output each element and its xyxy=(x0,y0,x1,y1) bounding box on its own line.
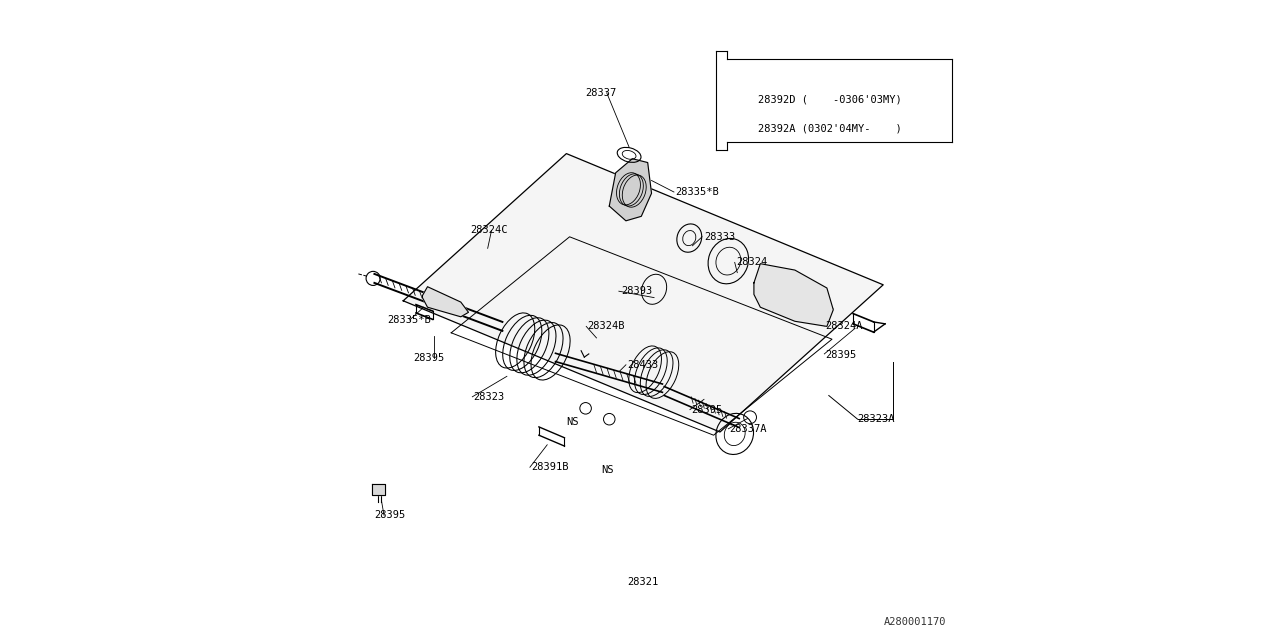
Polygon shape xyxy=(372,484,385,495)
Text: 28392D (    -0306'03MY): 28392D ( -0306'03MY) xyxy=(759,94,902,104)
Text: 28321: 28321 xyxy=(627,577,658,588)
Text: 28323: 28323 xyxy=(474,392,504,402)
Text: 28395: 28395 xyxy=(826,350,856,360)
Text: 28335*B: 28335*B xyxy=(676,187,719,197)
Text: 28335*B: 28335*B xyxy=(387,315,431,325)
Polygon shape xyxy=(422,287,468,317)
Text: 28391B: 28391B xyxy=(531,462,568,472)
Text: 28393: 28393 xyxy=(621,286,652,296)
Text: 28395: 28395 xyxy=(374,510,406,520)
Text: NS: NS xyxy=(602,465,614,476)
Text: 28433: 28433 xyxy=(627,360,658,370)
Text: 28395: 28395 xyxy=(691,404,722,415)
Text: NS: NS xyxy=(566,417,579,428)
Polygon shape xyxy=(609,159,652,221)
Text: 28392A (0302'04MY-    ): 28392A (0302'04MY- ) xyxy=(759,123,902,133)
Text: A280001170: A280001170 xyxy=(883,617,946,627)
Text: 28324B: 28324B xyxy=(588,321,625,332)
Text: 28333: 28333 xyxy=(704,232,735,242)
Text: 28323A: 28323A xyxy=(858,414,895,424)
Polygon shape xyxy=(403,154,883,432)
Text: 28324: 28324 xyxy=(736,257,767,268)
Text: 28337: 28337 xyxy=(585,88,617,98)
Text: 28324C: 28324C xyxy=(471,225,508,236)
Text: 28395: 28395 xyxy=(412,353,444,364)
Polygon shape xyxy=(754,264,833,326)
Text: 28324A: 28324A xyxy=(826,321,863,332)
Text: 28337A: 28337A xyxy=(730,424,767,434)
